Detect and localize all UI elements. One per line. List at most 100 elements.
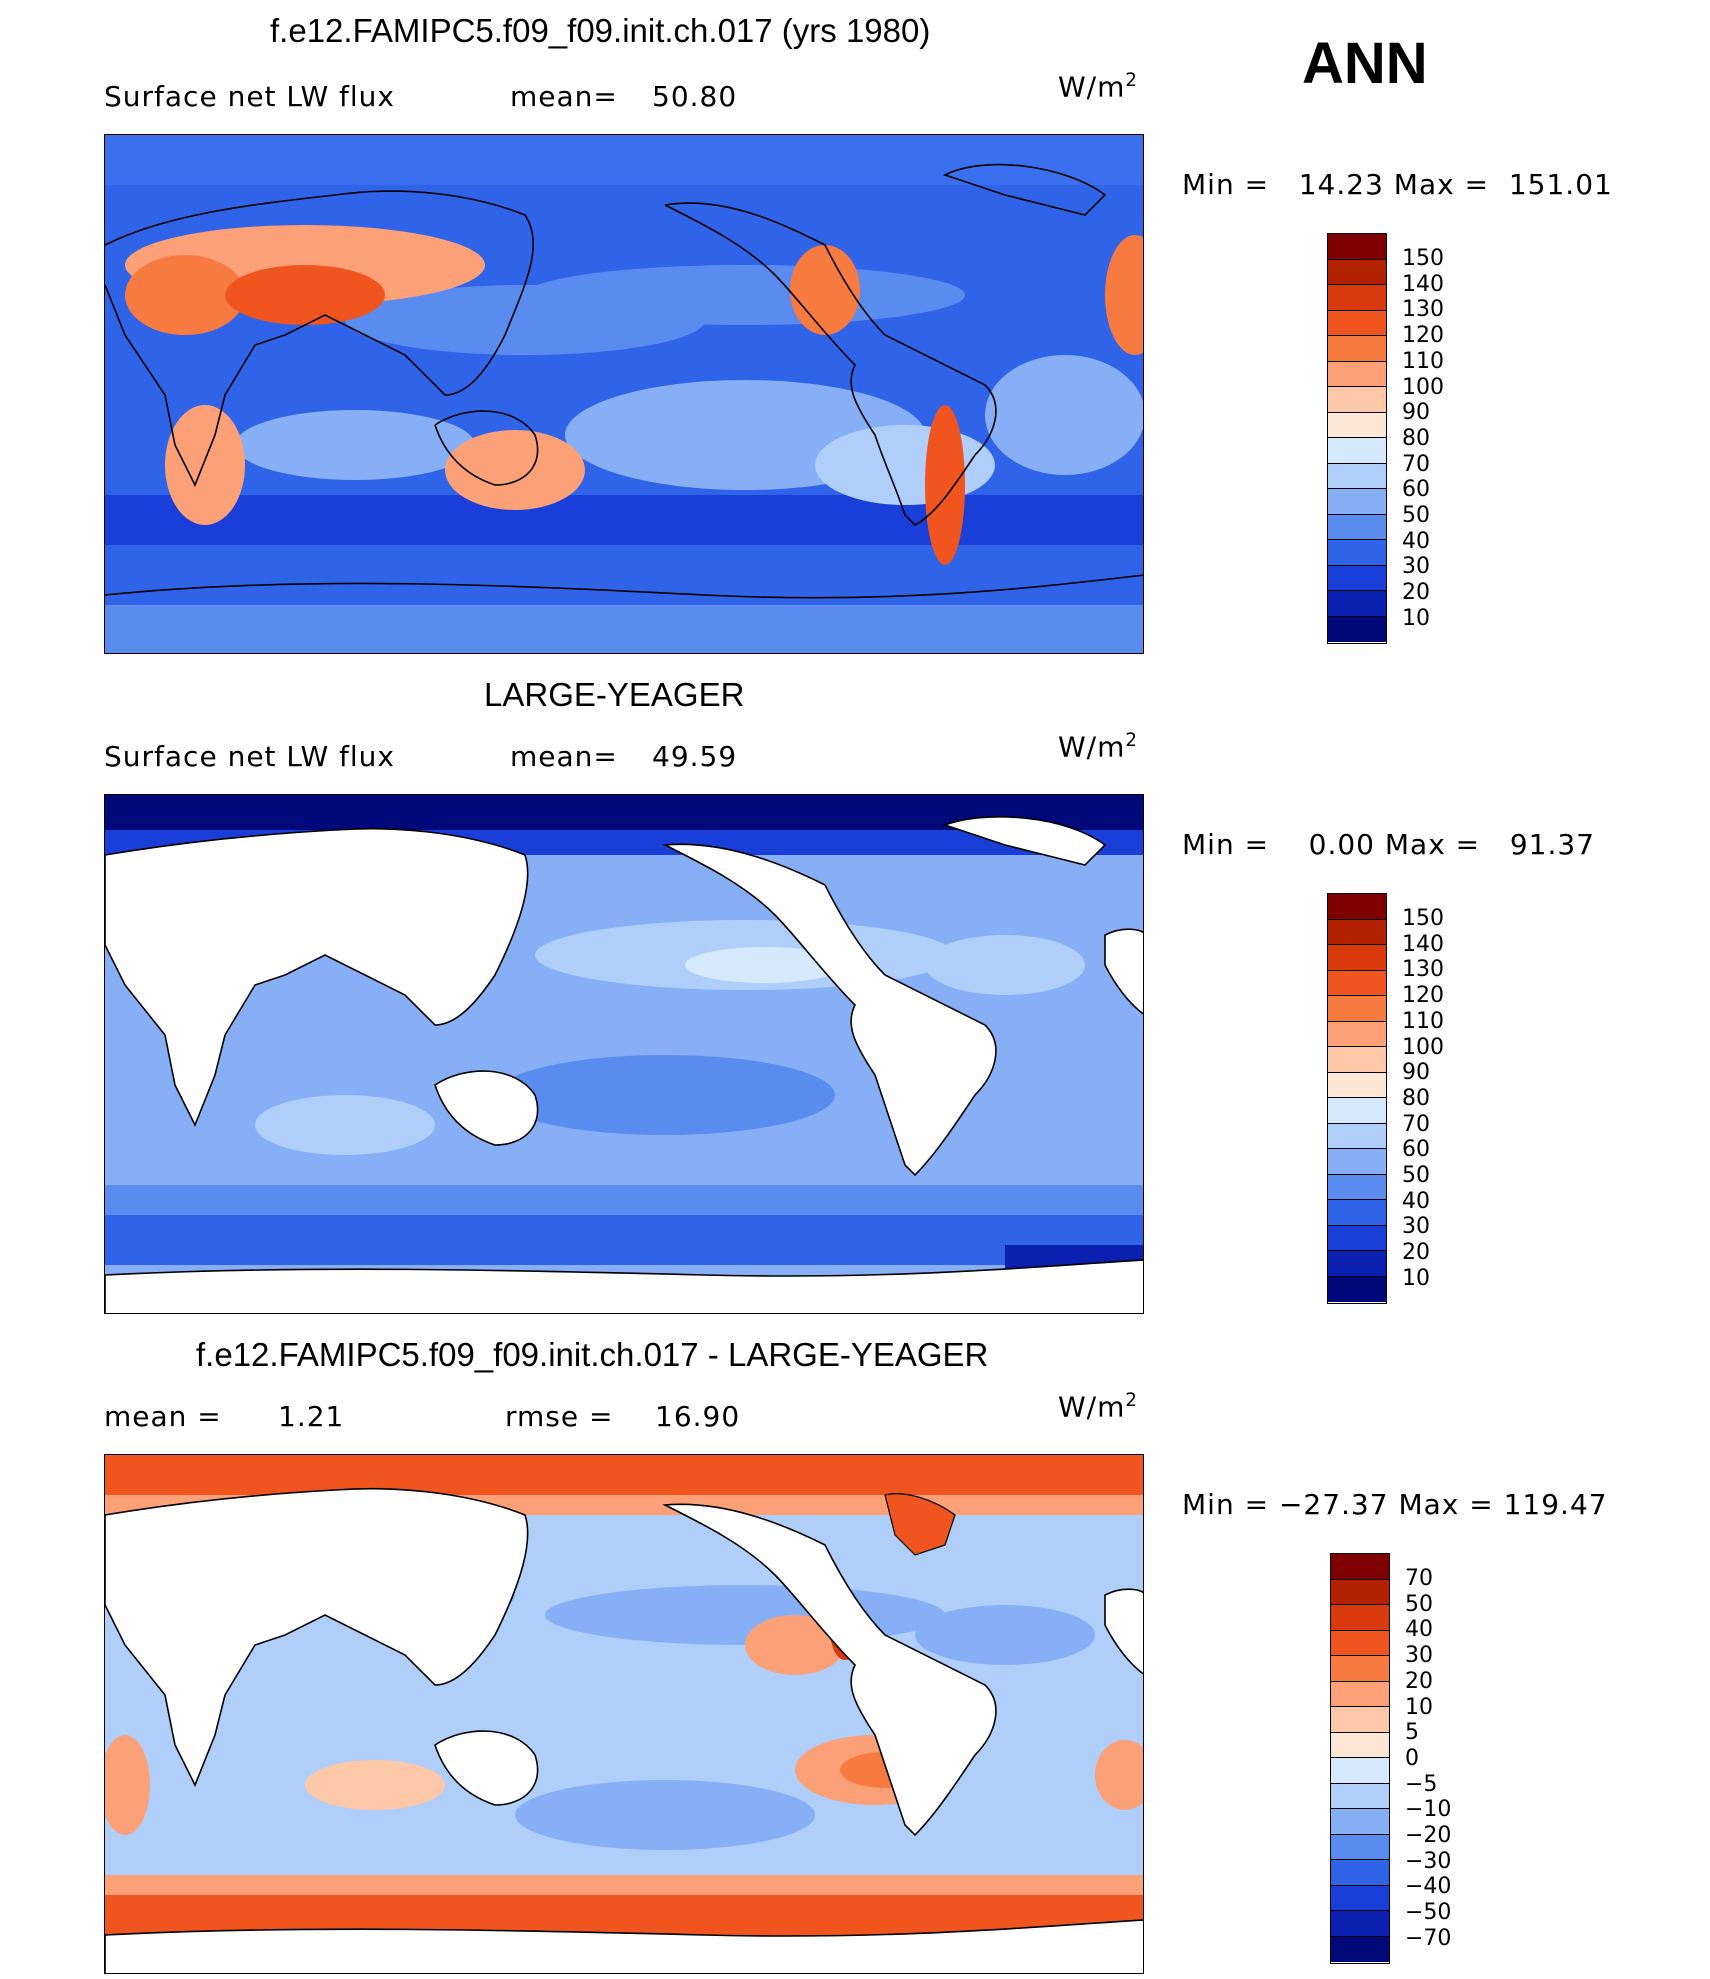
colorbar-segment: [1328, 1276, 1386, 1302]
panel-2-range: Min = 0.00 Max = 91.37: [1182, 828, 1595, 861]
colorbar-tick-label: 40: [1402, 528, 1430, 554]
colorbar-tick-label: −20: [1405, 1823, 1452, 1848]
panel-1-title: f.e12.FAMIPC5.f09_f09.init.ch.017 (yrs 1…: [270, 12, 931, 49]
colorbar-tick-label: 50: [1402, 1163, 1430, 1188]
colorbar-tick-label: −30: [1405, 1848, 1452, 1874]
colorbar-tick-label: 10: [1405, 1694, 1433, 1720]
colorbar-segment: [1331, 1809, 1389, 1835]
colorbar-tick-label: 10: [1402, 1265, 1430, 1291]
colorbar-tick-label: 70: [1402, 1111, 1430, 1137]
colorbar-segment: [1328, 1123, 1386, 1149]
colorbar-tick-label: 120: [1402, 323, 1444, 349]
colorbar-segment: [1328, 894, 1386, 920]
panel-3-colorbar: [1330, 1553, 1390, 1964]
panel-3-units: W/m2: [1058, 1390, 1138, 1424]
colorbar-tick-label: −40: [1405, 1874, 1452, 1900]
colorbar-tick-label: 90: [1402, 1060, 1430, 1086]
colorbar-segment: [1328, 463, 1386, 489]
colorbar-segment: [1328, 310, 1386, 336]
panel-3-title: f.e12.FAMIPC5.f09_f09.init.ch.017 - LARG…: [196, 1336, 989, 1373]
colorbar-segment: [1328, 1021, 1386, 1047]
panel-3-mean-label: mean =: [104, 1400, 222, 1433]
colorbar-tick-label: 80: [1402, 425, 1430, 451]
colorbar-tick-label: 50: [1402, 503, 1430, 528]
colorbar-tick-label: 90: [1402, 400, 1430, 426]
colorbar-tick-label: 20: [1405, 1668, 1433, 1694]
colorbar-segment: [1328, 1200, 1386, 1226]
colorbar-segment: [1328, 565, 1386, 591]
colorbar-segment: [1328, 1225, 1386, 1251]
panel-1-variable-label: Surface net LW flux: [104, 80, 395, 113]
panel-3-rmse-label: rmse =: [505, 1400, 614, 1433]
colorbar-tick-label: 20: [1402, 1240, 1430, 1266]
colorbar-segment: [1331, 1885, 1389, 1911]
colorbar-tick-label: 110: [1402, 348, 1444, 374]
panel-3-map: [104, 1454, 1144, 1974]
colorbar-segment: [1331, 1554, 1389, 1580]
panel-3-range: Min = −27.37 Max = 119.47: [1182, 1488, 1608, 1521]
colorbar-tick-label: 100: [1402, 374, 1444, 400]
colorbar-segment: [1331, 1605, 1389, 1631]
colorbar-segment: [1331, 1936, 1389, 1962]
colorbar-segment: [1328, 285, 1386, 311]
colorbar-tick-label: 140: [1402, 931, 1444, 957]
panel-3-mean-value: 1.21: [278, 1400, 345, 1433]
colorbar-segment: [1328, 412, 1386, 438]
panel-2-title: LARGE-YEAGER: [484, 676, 745, 713]
colorbar-tick-label: 120: [1402, 983, 1444, 1009]
colorbar-segment: [1328, 996, 1386, 1022]
panel-1-colorbar: [1327, 233, 1387, 644]
colorbar-tick-label: 40: [1405, 1617, 1433, 1643]
colorbar-tick-label: 60: [1402, 1137, 1430, 1163]
colorbar-segment: [1328, 1149, 1386, 1175]
colorbar-tick-label: 130: [1402, 957, 1444, 983]
colorbar-tick-label: 50: [1405, 1591, 1433, 1617]
colorbar-segment: [1328, 259, 1386, 285]
colorbar-tick-label: 30: [1402, 1214, 1430, 1240]
colorbar-tick-label: 30: [1405, 1643, 1433, 1669]
colorbar-segment: [1328, 616, 1386, 642]
colorbar-segment: [1331, 1758, 1389, 1784]
colorbar-segment: [1328, 1251, 1386, 1277]
colorbar-segment: [1331, 1681, 1389, 1707]
panel-2-mean-value: 49.59: [652, 740, 738, 773]
colorbar-tick-label: 0: [1405, 1745, 1419, 1771]
colorbar-segment: [1328, 540, 1386, 566]
colorbar-segment: [1331, 1860, 1389, 1886]
colorbar-tick-label: −10: [1405, 1797, 1452, 1823]
colorbar-segment: [1328, 591, 1386, 617]
colorbar-tick-label: 110: [1402, 1008, 1444, 1034]
panel-1-units: W/m2: [1058, 70, 1138, 104]
colorbar-segment: [1328, 1047, 1386, 1073]
colorbar-segment: [1328, 970, 1386, 996]
season-label: ANN: [1302, 31, 1428, 96]
panel-1-mean-label: mean=: [510, 80, 618, 113]
panel-1-mean-value: 50.80: [652, 80, 738, 113]
colorbar-segment: [1328, 336, 1386, 362]
colorbar-segment: [1331, 1630, 1389, 1656]
colorbar-segment: [1331, 1911, 1389, 1937]
colorbar-segment: [1328, 1098, 1386, 1124]
panel-1-range: Min = 14.23 Max = 151.01: [1182, 168, 1613, 201]
colorbar-tick-label: 10: [1402, 605, 1430, 631]
colorbar-tick-label: −50: [1405, 1900, 1452, 1926]
colorbar-segment: [1331, 1579, 1389, 1605]
colorbar-segment: [1328, 945, 1386, 971]
colorbar-tick-label: 140: [1402, 271, 1444, 297]
colorbar-tick-label: 130: [1402, 297, 1444, 323]
colorbar-tick-label: 30: [1402, 554, 1430, 580]
colorbar-tick-label: 70: [1402, 451, 1430, 477]
colorbar-segment: [1328, 919, 1386, 945]
colorbar-segment: [1328, 387, 1386, 413]
colorbar-tick-label: 20: [1402, 580, 1430, 606]
colorbar-segment: [1328, 361, 1386, 387]
colorbar-segment: [1328, 1072, 1386, 1098]
colorbar-tick-label: −70: [1405, 1925, 1452, 1951]
colorbar-tick-label: 80: [1402, 1085, 1430, 1111]
colorbar-tick-label: 60: [1402, 477, 1430, 503]
colorbar-tick-label: 5: [1405, 1720, 1419, 1746]
panel-2-colorbar: [1327, 893, 1387, 1304]
colorbar-segment: [1328, 438, 1386, 464]
colorbar-segment: [1331, 1834, 1389, 1860]
colorbar-tick-label: 150: [1402, 246, 1444, 271]
